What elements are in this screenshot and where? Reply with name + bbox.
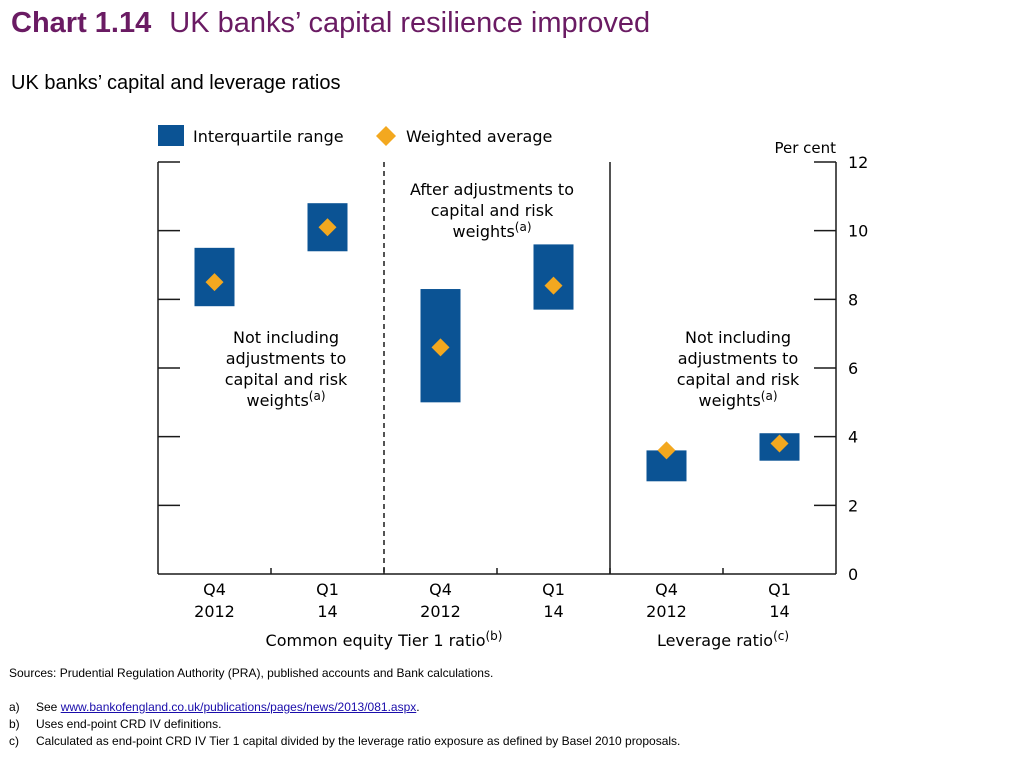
y-tick-label: 8 [848, 290, 858, 309]
x-tick-label: 14 [317, 602, 337, 621]
footnote-prefix: See [36, 700, 61, 714]
x-tick-label: Q1 [768, 580, 791, 599]
sources-note: Sources: Prudential Regulation Authority… [9, 666, 494, 680]
legend-label: Weighted average [406, 127, 552, 146]
annotation-text: capital and risk [677, 370, 800, 389]
annotation-text: weights(a) [699, 389, 778, 410]
annotation-text: weights(a) [247, 389, 326, 410]
group-label: Leverage ratio(c) [657, 629, 789, 650]
chart-notes: Sources: Prudential Regulation Authority… [9, 665, 1009, 750]
weighted-average-marker [657, 441, 676, 460]
footnote-text: See www.bankofengland.co.uk/publications… [36, 699, 420, 716]
x-tick-label: 2012 [420, 602, 461, 621]
x-tick-label: 2012 [194, 602, 235, 621]
x-tick-label: Q4 [429, 580, 452, 599]
weighted-average-marker [544, 276, 563, 295]
chart-title-text: UK banks’ capital resilience improved [169, 7, 651, 39]
chart-number: Chart 1.14 [11, 7, 152, 39]
footnote-label: c) [9, 734, 19, 748]
y-tick-label: 12 [848, 153, 868, 172]
x-tick-label: Q4 [655, 580, 678, 599]
footnote-text: Uses end-point CRD IV definitions. [36, 717, 222, 731]
group-label: Common equity Tier 1 ratio(b) [266, 629, 503, 650]
legend-swatch-interquartile [158, 125, 184, 146]
annotation-text: After adjustments to [410, 180, 574, 199]
y-tick-label: 6 [848, 359, 858, 378]
x-tick-label: Q1 [316, 580, 339, 599]
weighted-average-marker [318, 218, 337, 237]
weighted-average-marker [205, 273, 224, 292]
legend-label: Interquartile range [193, 127, 344, 146]
footnote-suffix: . [416, 700, 420, 714]
footnote-label: b) [9, 717, 20, 731]
annotation-text: capital and risk [431, 201, 554, 220]
x-tick-label: 2012 [646, 602, 687, 621]
annotation-text: adjustments to [678, 349, 798, 368]
x-tick-label: Q1 [542, 580, 565, 599]
legend-swatch-weighted-average [376, 126, 396, 146]
x-tick-label: 14 [769, 602, 789, 621]
y-tick-label: 0 [848, 565, 858, 584]
chart-subtitle: UK banks’ capital and leverage ratios [11, 72, 341, 94]
y-tick-label: 10 [848, 222, 868, 241]
weighted-average-marker [431, 338, 450, 357]
weighted-average-marker [770, 434, 789, 453]
y-tick-label: 2 [848, 496, 858, 515]
capital-leverage-chart: 0 2 4 6 8 10 12 Per cent Q4 2012 Q1 14 Q4 2012 Q1 14 Q4 2… [157, 125, 868, 650]
x-tick-label: 14 [543, 602, 563, 621]
chart-title: Chart 1.14 UK banks’ capital resilience … [11, 5, 650, 41]
x-tick-label: Q4 [203, 580, 226, 599]
annotation-text: Not including [685, 328, 791, 347]
y-unit-label: Per cent [774, 139, 836, 157]
footnote-a: a) See www.bankofengland.co.uk/publicati… [9, 699, 1009, 716]
annotation-text: weights(a) [453, 220, 532, 241]
footnote-b: b) Uses end-point CRD IV definitions. [9, 716, 1009, 733]
bank-of-england-link[interactable]: www.bankofengland.co.uk/publications/pag… [60, 700, 417, 714]
footnote-c: c) Calculated as end-point CRD IV Tier 1… [9, 733, 1009, 750]
footnote-label: a) [9, 700, 20, 714]
annotation-text: capital and risk [225, 370, 348, 389]
footnote-text: Calculated as end-point CRD IV Tier 1 ca… [36, 734, 681, 748]
annotation-text: Not including [233, 328, 339, 347]
annotation-text: adjustments to [226, 349, 346, 368]
y-tick-label: 4 [848, 428, 858, 447]
